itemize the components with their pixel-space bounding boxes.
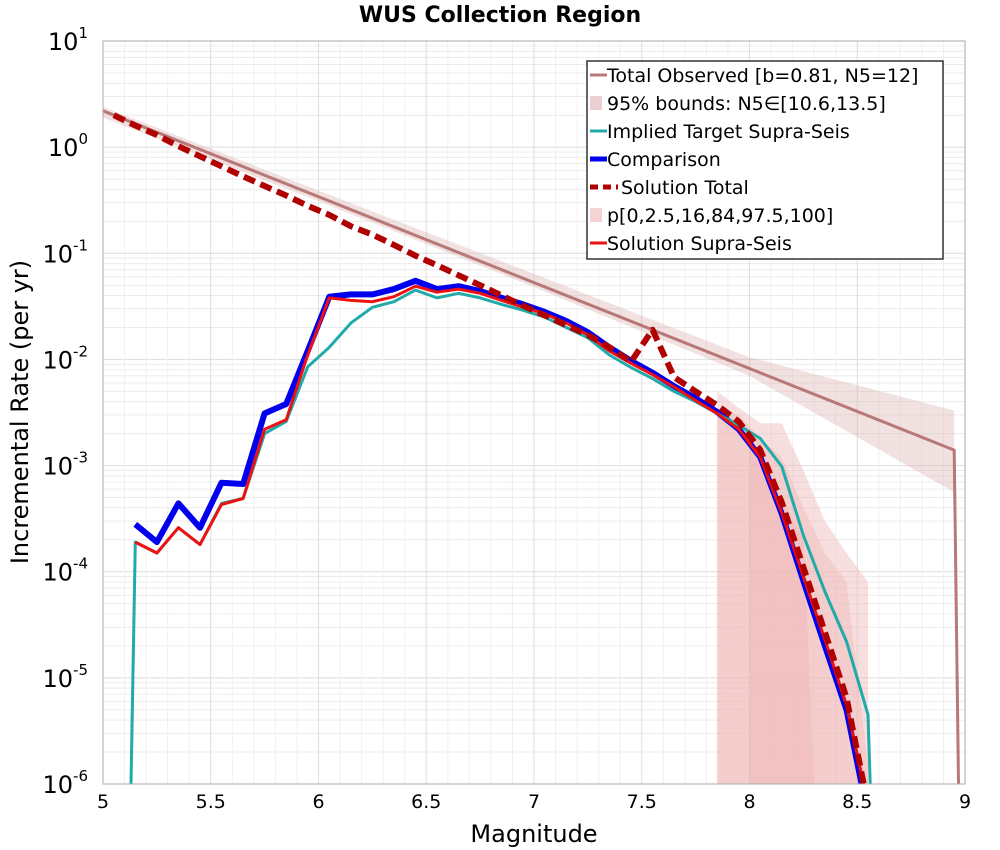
x-tick-label: 5.5: [196, 791, 226, 813]
legend-swatch: [590, 96, 602, 110]
y-tick-label: 100: [48, 130, 88, 162]
x-tick-label: 5: [97, 791, 109, 813]
legend-box: [586, 60, 944, 260]
y-tick-label: 10-1: [42, 236, 88, 268]
y-tick-exponent: 1: [78, 24, 88, 42]
legend-swatch: [590, 208, 602, 222]
y-tick-label: 101: [48, 24, 88, 56]
legend: Total Observed [b=0.81, N5=12] 95% bounds…: [586, 60, 944, 260]
y-axis-label: Incremental Rate (per yr): [6, 260, 34, 564]
legend-label: Total Observed [b=0.81, N5=12]: [606, 65, 918, 87]
y-tick-base: 10: [48, 134, 79, 162]
y-tick-exponent: -4: [73, 555, 88, 573]
x-ticks: 5 5.5 6 6.5 7 7.5 8 8.5 9: [97, 791, 971, 813]
x-tick-label: 6.5: [411, 791, 441, 813]
legend-label: Solution Supra-Seis: [607, 233, 792, 255]
legend-label: Implied Target Supra-Seis: [607, 121, 850, 143]
y-tick-label: 10-5: [42, 661, 88, 693]
series-lines: [102, 109, 960, 785]
y-tick-base: 10: [42, 240, 73, 268]
y-tick-label: 10-4: [42, 555, 88, 587]
legend-label: 95% bounds: N5∈[10.6,13.5]: [607, 93, 886, 115]
x-tick-label: 7.5: [627, 791, 657, 813]
y-tick-base: 10: [42, 346, 73, 374]
y-tick-base: 10: [48, 28, 79, 56]
y-tick-exponent: -5: [73, 661, 88, 679]
y-tick-base: 10: [42, 453, 73, 481]
total-observed-line: [102, 109, 960, 785]
y-tick-label: 10-2: [42, 342, 88, 374]
y-tick-base: 10: [42, 665, 73, 693]
plot-frame: [102, 40, 966, 785]
y-tick-exponent: -3: [73, 449, 88, 467]
x-tick-label: 6: [312, 791, 324, 813]
y-tick-exponent: -2: [73, 342, 88, 360]
y-tick-base: 10: [42, 771, 73, 799]
x-tick-label: 7: [528, 791, 540, 813]
y-tick-base: 10: [42, 559, 73, 587]
y-tick-exponent: 0: [78, 130, 88, 148]
x-tick-label: 8: [743, 791, 755, 813]
legend-label: Comparison: [607, 149, 721, 171]
chart-title: WUS Collection Region: [359, 3, 641, 28]
legend-label: Solution Total: [621, 177, 749, 199]
y-tick-exponent: -1: [73, 236, 88, 254]
y-tick-label: 10-6: [42, 767, 88, 799]
x-tick-label: 9: [959, 791, 971, 813]
solution-supra-seis-line: [134, 284, 866, 785]
solution-total-line: [112, 112, 867, 785]
y-tick-label: 10-3: [42, 449, 88, 481]
y-tick-exponent: -6: [73, 767, 88, 785]
percentile-band: [749, 438, 815, 784]
legend-label: p[0,2.5,16,84,97.5,100]: [607, 205, 833, 227]
x-axis-label: Magnitude: [470, 820, 597, 848]
x-tick-label: 8.5: [842, 791, 872, 813]
